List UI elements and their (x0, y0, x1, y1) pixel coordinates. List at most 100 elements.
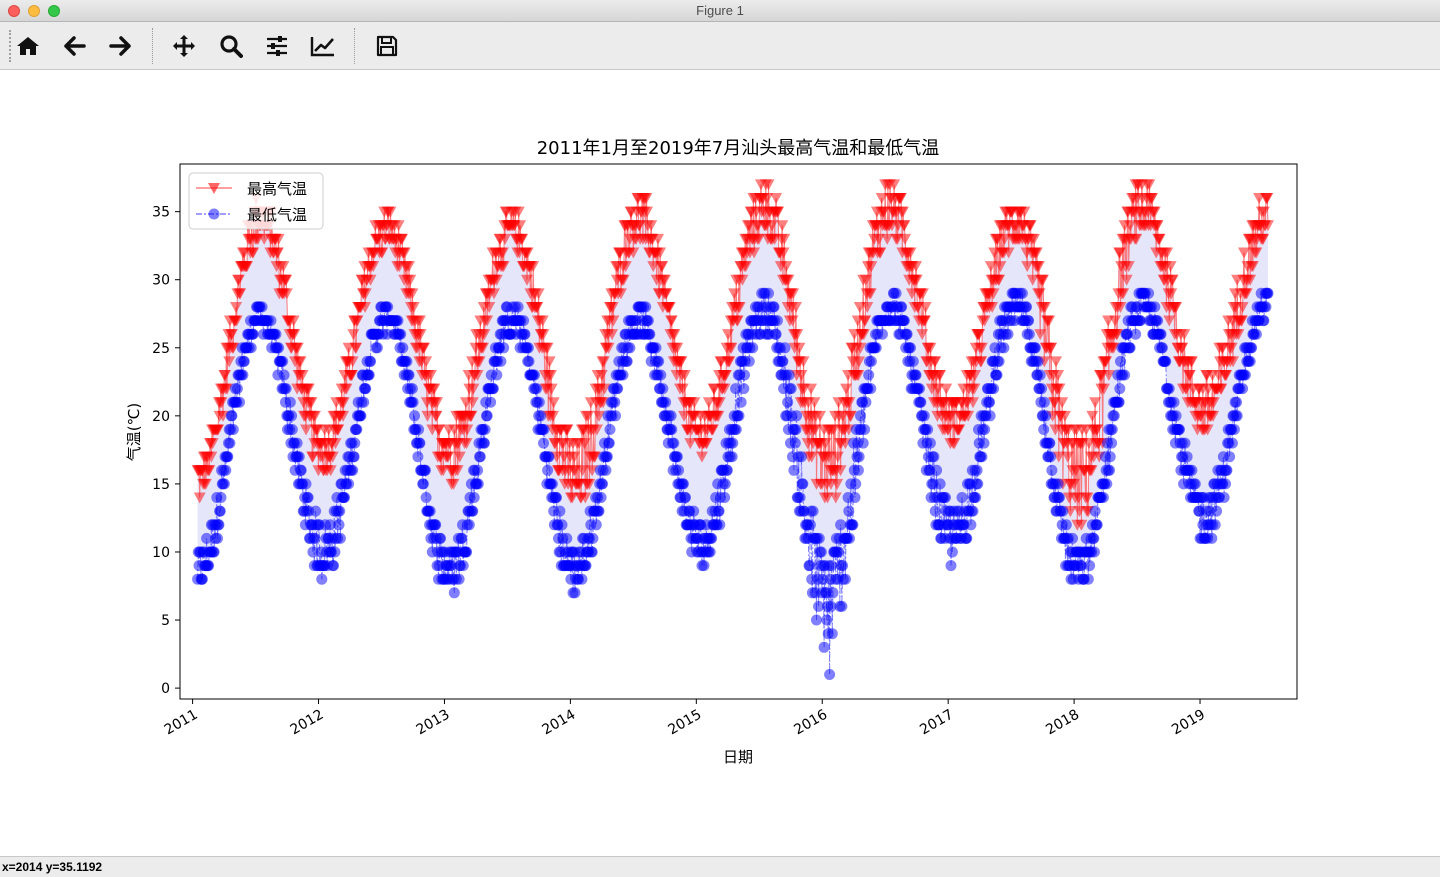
subplots-button[interactable] (263, 32, 291, 60)
legend-box (188, 172, 324, 230)
window-minimize-button[interactable] (28, 5, 40, 17)
data-point-max (894, 193, 907, 205)
data-point-min (576, 573, 588, 585)
data-point-min (212, 532, 223, 544)
data-point-max (291, 342, 304, 354)
data-point-max (1250, 247, 1263, 259)
data-point-min (946, 546, 958, 558)
data-point-min (739, 369, 750, 381)
data-point-min (1160, 355, 1172, 367)
data-point-min (603, 437, 615, 449)
data-point-max (1056, 397, 1069, 409)
data-point-min (1034, 369, 1046, 381)
pan-button[interactable] (170, 32, 198, 60)
data-point-min (412, 451, 424, 463)
data-point-max (1236, 301, 1249, 313)
window-maximize-button[interactable] (48, 5, 60, 17)
data-point-min (993, 355, 1005, 367)
data-point-min (727, 437, 739, 449)
data-point-max (302, 383, 315, 395)
data-point-max (465, 410, 478, 422)
data-point-max (437, 465, 450, 477)
data-point-min (677, 478, 689, 490)
forward-button[interactable] (106, 32, 134, 60)
data-point-max (586, 465, 599, 477)
data-point-max (875, 193, 888, 205)
data-point-min (291, 437, 303, 449)
data-point-max (561, 424, 574, 436)
window-close-button[interactable] (8, 5, 20, 17)
data-point-max (881, 233, 894, 245)
data-point-max (407, 301, 420, 313)
data-point-max (1036, 274, 1049, 286)
data-point-min (324, 519, 336, 531)
zoom-icon (220, 35, 243, 58)
data-point-max (1165, 288, 1178, 300)
data-point-max (700, 438, 713, 450)
data-point-max (808, 397, 821, 409)
data-point-max (931, 383, 944, 395)
data-point-max (654, 247, 667, 259)
data-point-max (743, 220, 756, 232)
data-point-min (673, 464, 685, 476)
data-point-min (580, 560, 592, 572)
data-point-min (196, 573, 208, 585)
edit-axes-button[interactable] (309, 32, 337, 60)
data-point-max (912, 301, 925, 313)
data-point-min (961, 532, 973, 544)
data-point-max (761, 193, 774, 205)
back-button[interactable] (61, 32, 89, 60)
data-point-min (688, 505, 700, 517)
data-point-max (521, 247, 534, 259)
data-point-min (813, 532, 825, 544)
data-point-max (280, 288, 293, 300)
arrow-right-icon (109, 36, 131, 56)
data-point-min (1174, 424, 1185, 435)
data-point-max (1073, 506, 1086, 518)
data-point-max (656, 261, 669, 273)
data-point-max (973, 329, 986, 341)
data-point-max (712, 410, 725, 422)
data-point-max (413, 315, 426, 327)
zoom-button[interactable] (217, 32, 245, 60)
data-point-max (723, 356, 736, 368)
data-point-min (797, 478, 809, 490)
data-point-min (1023, 328, 1035, 340)
x-tick-label: 2016 (791, 707, 830, 739)
figure-canvas[interactable]: 2011年1月至2019年7月汕头最高气温和最低气温 0 5 10 15 20 25 30 3… (0, 70, 1440, 856)
data-point-min (1170, 410, 1182, 422)
x-axis-label: 日期 (723, 748, 753, 766)
data-point-max (998, 233, 1011, 245)
x-tick-label: 2017 (917, 707, 956, 739)
data-point-max (1166, 274, 1179, 286)
data-point-min (813, 600, 825, 612)
home-button[interactable] (14, 32, 42, 60)
y-tick-label: 10 (152, 545, 170, 561)
toolbar-separator (354, 28, 355, 64)
data-point-min (1209, 519, 1221, 531)
data-point-max (899, 233, 912, 245)
toolbar-grip[interactable] (9, 30, 11, 62)
data-point-max (1043, 315, 1056, 327)
data-point-min (234, 396, 245, 408)
data-point-max (514, 220, 527, 232)
data-point-min (430, 519, 442, 531)
data-point-min (1067, 532, 1078, 544)
data-point-max (1130, 233, 1143, 245)
data-point-min (531, 383, 543, 395)
data-point-max (1002, 247, 1015, 259)
data-point-min (839, 573, 851, 585)
data-point-min (1036, 383, 1048, 395)
data-point-max (762, 179, 775, 191)
data-point-min (738, 383, 750, 395)
data-point-min (569, 587, 581, 599)
data-point-max (566, 492, 579, 504)
data-point-min (901, 328, 913, 340)
data-point-max (1032, 261, 1045, 273)
data-point-max (945, 410, 958, 422)
data-point-min (360, 383, 372, 395)
save-button[interactable] (373, 32, 401, 60)
data-point-min (1104, 451, 1116, 463)
data-point-max (473, 356, 486, 368)
data-point-min (1044, 437, 1056, 449)
